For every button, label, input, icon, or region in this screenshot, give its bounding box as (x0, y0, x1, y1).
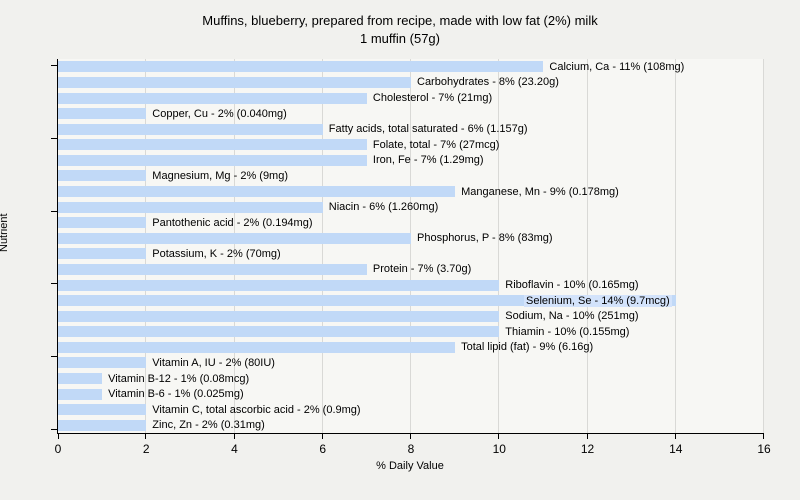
bar-label: Zinc, Zn - 2% (0.31mg) (152, 419, 265, 432)
bar-label: Fatty acids, total saturated - 6% (1.157… (328, 123, 528, 136)
bar (58, 373, 103, 384)
x-axis-label: % Daily Value (376, 460, 444, 472)
bar (58, 186, 456, 197)
y-axis-tick (51, 283, 57, 285)
bar-label: Phosphorus, P - 8% (83mg) (417, 232, 553, 245)
bar-label: Copper, Cu - 2% (0.040mg) (152, 107, 287, 120)
gridline-x-6 (321, 59, 323, 433)
bar (58, 108, 147, 119)
x-axis-tick-label: 0 (54, 442, 62, 456)
gridline-x-2 (145, 59, 147, 433)
bar-label: Cholesterol - 7% (21mg) (372, 92, 493, 104)
x-axis-tick (674, 434, 676, 439)
x-axis-tick-label: 8 (407, 442, 415, 456)
bar-label: Vitamin A, IU - 2% (80IU) (152, 356, 275, 369)
x-axis-tick-label: 14 (669, 442, 683, 456)
gridline-x-12 (586, 59, 588, 433)
bar-label: Magnesium, Mg - 2% (9mg) (152, 169, 289, 182)
bar (58, 357, 147, 369)
gridline-x-16 (763, 59, 764, 433)
chart-title-line1: Muffins, blueberry, prepared from recipe… (202, 13, 598, 28)
x-axis-tick-label: 6 (319, 442, 327, 456)
x-axis-tick-label: 16 (757, 442, 771, 456)
y-axis-tick (51, 210, 57, 212)
bar (58, 310, 500, 322)
x-axis-tick (233, 434, 235, 439)
bar (58, 341, 456, 353)
bar (58, 217, 147, 229)
bar-label: Vitamin B-6 - 1% (0.025mg) (108, 388, 244, 400)
x-axis-tick (321, 434, 323, 439)
x-axis-tick-label: 12 (580, 442, 595, 456)
bar (58, 248, 147, 260)
bar (58, 232, 411, 244)
bar-label: Vitamin C, total ascorbic acid - 2% (0.9… (152, 403, 361, 416)
bar (58, 61, 544, 73)
x-axis-tick (410, 434, 411, 439)
bar (58, 295, 676, 306)
bar-label: Manganese, Mn - 9% (0.178mg) (461, 185, 619, 198)
bar-label: Thiamin - 10% (0.155mg) (505, 325, 630, 338)
bar (58, 279, 500, 291)
bar-label: Calcium, Ca - 11% (108mg) (549, 60, 685, 73)
chart-title-line2: 1 muffin (57g) (360, 31, 440, 46)
bar (58, 388, 103, 400)
gridline-x-10 (498, 59, 500, 433)
bar-label: Selenium, Se - 14% (9.7mcg) (524, 294, 672, 307)
bar-label: Folate, total - 7% (27mcg) (372, 138, 500, 151)
bar (58, 263, 367, 275)
y-axis-tick (51, 137, 57, 139)
x-axis-tick (145, 434, 147, 439)
x-axis-tick-label: 4 (231, 442, 238, 456)
y-axis-tick (51, 65, 57, 66)
x-axis-tick-label: 2 (142, 442, 150, 456)
bar-label: Vitamin B-12 - 1% (0.08mcg) (108, 372, 250, 385)
bar (58, 404, 147, 416)
bar (58, 139, 367, 151)
chart-title: Muffins, blueberry, prepared from recipe… (0, 12, 800, 48)
x-axis-tick (498, 434, 500, 439)
y-axis-tick (51, 429, 57, 430)
y-axis-label: Nutrient (0, 213, 10, 252)
bar-label: Protein - 7% (3.70g) (372, 263, 472, 276)
bar (58, 419, 147, 431)
x-axis-tick (763, 434, 764, 439)
bar (58, 201, 323, 213)
x-axis-tick-label: 10 (492, 442, 506, 456)
bar-label: Sodium, Na - 10% (251mg) (505, 310, 639, 323)
bar (58, 123, 323, 135)
gridline-x-8 (410, 59, 411, 433)
bar-label: Iron, Fe - 7% (1.29mg) (372, 154, 484, 167)
gridline-x-4 (233, 59, 235, 433)
bar (58, 92, 367, 104)
bar-label: Riboflavin - 10% (0.165mg) (505, 279, 639, 291)
x-axis-tick (586, 434, 588, 439)
bar-label: Pantothenic acid - 2% (0.194mg) (152, 216, 313, 229)
y-axis-tick (51, 356, 57, 358)
bar (58, 76, 411, 88)
x-axis-tick (58, 434, 59, 439)
gridline-x-14 (674, 59, 676, 433)
bar (58, 154, 367, 166)
bar-label: Potassium, K - 2% (70mg) (152, 247, 281, 260)
bar-label: Total lipid (fat) - 9% (6.16g) (461, 341, 594, 354)
bar-label: Niacin - 6% (1.260mg) (328, 201, 439, 213)
bar (58, 326, 500, 338)
bar-label: Carbohydrates - 8% (23.20g) (417, 76, 559, 89)
plot-area: Calcium, Ca - 11% (108mg) Carbohydrates -… (51, 59, 771, 456)
bar (58, 170, 147, 182)
